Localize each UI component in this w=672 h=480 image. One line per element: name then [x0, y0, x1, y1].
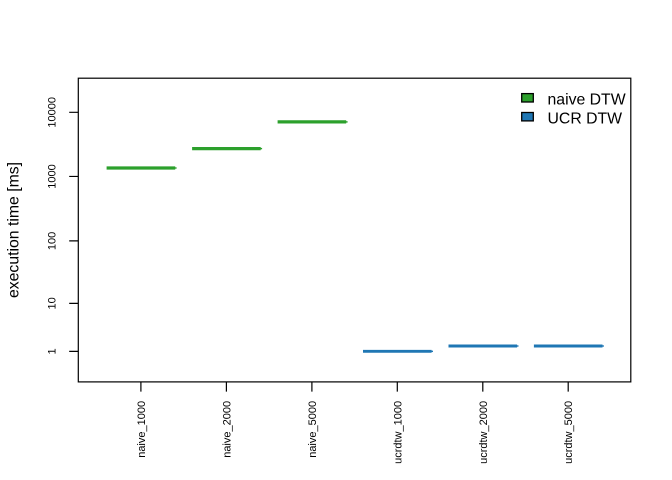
svg-text:UCR DTW: UCR DTW: [548, 110, 623, 127]
svg-text:naive_1000: naive_1000: [136, 401, 148, 458]
svg-text:naive DTW: naive DTW: [548, 91, 626, 108]
svg-text:execution time [ms]: execution time [ms]: [5, 162, 22, 298]
svg-text:naive_5000: naive_5000: [307, 401, 319, 458]
svg-text:ucrdtw_5000: ucrdtw_5000: [563, 401, 575, 464]
svg-text:ucrdtw_1000: ucrdtw_1000: [392, 401, 404, 464]
svg-text:10000: 10000: [47, 97, 59, 128]
svg-text:1: 1: [47, 348, 59, 354]
svg-text:naive_2000: naive_2000: [221, 401, 233, 458]
svg-text:ucrdtw_2000: ucrdtw_2000: [478, 401, 490, 464]
svg-text:100: 100: [47, 232, 59, 250]
svg-text:1000: 1000: [47, 164, 59, 188]
svg-text:10: 10: [47, 297, 59, 309]
